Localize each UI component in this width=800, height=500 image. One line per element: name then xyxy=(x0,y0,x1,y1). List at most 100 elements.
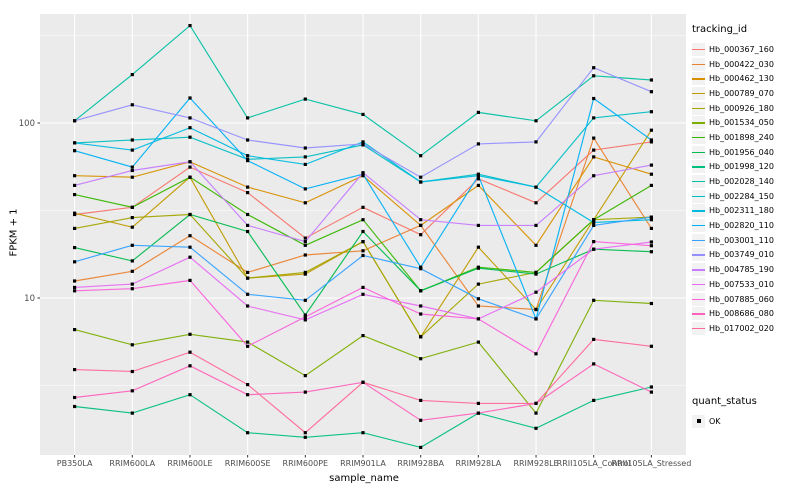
data-point xyxy=(303,272,307,276)
data-point xyxy=(246,304,250,308)
legend-key-swatch xyxy=(692,263,705,277)
data-point xyxy=(649,244,653,248)
legend-key-swatch xyxy=(692,57,705,71)
data-point xyxy=(188,24,192,28)
data-point xyxy=(303,253,307,257)
data-point xyxy=(303,390,307,394)
legend-line-icon xyxy=(692,48,705,51)
legend-key-swatch xyxy=(692,130,705,144)
x-tick-label: RRIM600LE xyxy=(167,459,212,468)
data-point xyxy=(534,270,538,274)
data-point xyxy=(188,116,192,120)
data-point xyxy=(188,135,192,139)
data-point xyxy=(649,390,653,394)
data-point xyxy=(73,368,77,372)
data-point xyxy=(246,431,250,435)
data-point xyxy=(419,304,423,308)
legend-item: Hb_001956_040 xyxy=(692,145,798,160)
legend-key-swatch xyxy=(692,321,705,335)
legend-item: Hb_000789_070 xyxy=(692,86,798,101)
data-point xyxy=(649,240,653,244)
legend-item-label: Hb_007533_010 xyxy=(709,279,774,289)
legend-key-swatch xyxy=(692,277,705,291)
data-point xyxy=(188,96,192,100)
legend-key-swatch xyxy=(692,248,705,262)
data-point xyxy=(534,401,538,405)
legend-item-label: OK xyxy=(709,416,721,426)
legend-item: Hb_000462_130 xyxy=(692,71,798,86)
data-point xyxy=(476,245,480,249)
data-point xyxy=(73,404,77,409)
legend-item-label: Hb_001534_050 xyxy=(709,118,774,128)
legend-quant-status: quant_status OK xyxy=(692,396,798,429)
data-point xyxy=(188,350,192,354)
data-point xyxy=(188,278,192,282)
data-point xyxy=(534,317,538,321)
data-point xyxy=(649,215,653,219)
data-point xyxy=(303,240,307,244)
legend-item-label: Hb_000367_160 xyxy=(709,44,774,54)
legend-item-label: Hb_000789_070 xyxy=(709,88,774,98)
data-point xyxy=(303,318,307,322)
legend-line-icon xyxy=(692,254,705,256)
data-point xyxy=(188,255,192,259)
legend-item: Hb_000367_160 xyxy=(692,42,798,57)
data-point xyxy=(303,243,307,247)
data-point xyxy=(130,259,134,263)
data-point xyxy=(592,240,596,244)
legend-item: Hb_003749_010 xyxy=(692,248,798,263)
data-point xyxy=(130,103,134,107)
legend-line-icon xyxy=(692,166,705,168)
data-point xyxy=(649,110,653,114)
data-point xyxy=(246,276,250,280)
data-point xyxy=(73,395,77,400)
data-point xyxy=(476,411,480,415)
legend-item: Hb_008686_080 xyxy=(692,306,798,321)
data-point xyxy=(592,155,596,159)
legend-item-label: Hb_007885_060 xyxy=(709,294,774,304)
data-point xyxy=(73,289,77,293)
legend-line-icon xyxy=(692,78,705,80)
legend-line-icon xyxy=(692,313,705,315)
data-point xyxy=(73,193,77,197)
x-tick-label: RRIM600SE xyxy=(225,459,271,468)
x-tick-label: RRII105LA_Stressed xyxy=(611,459,691,468)
data-point xyxy=(361,240,365,244)
data-point xyxy=(534,140,538,144)
legend-item-label: Hb_001898_240 xyxy=(709,132,774,142)
data-point xyxy=(246,212,250,217)
legend-key-swatch xyxy=(692,219,705,233)
data-point xyxy=(476,142,480,146)
data-point xyxy=(130,369,134,374)
legend-item-quant: OK xyxy=(692,414,798,429)
data-point xyxy=(649,183,653,187)
x-tick-label: RRIM901LA xyxy=(340,459,386,468)
data-point xyxy=(419,180,423,184)
data-point xyxy=(130,389,134,393)
data-point xyxy=(246,138,250,142)
data-point xyxy=(188,393,192,397)
data-point xyxy=(246,154,250,158)
data-point xyxy=(246,159,250,163)
data-point xyxy=(73,226,77,230)
data-point xyxy=(246,191,250,195)
legend-line-icon xyxy=(692,136,705,139)
legend-item: Hb_001898_240 xyxy=(692,130,798,145)
data-point xyxy=(534,307,538,312)
data-point xyxy=(476,174,480,178)
legend-item: Hb_000422_030 xyxy=(692,57,798,72)
legend-line-icon xyxy=(692,225,705,227)
data-point xyxy=(476,282,480,286)
data-point xyxy=(73,260,77,264)
data-point xyxy=(361,285,365,289)
legend-key-swatch xyxy=(692,42,705,56)
data-point xyxy=(303,313,307,317)
data-point xyxy=(592,96,596,101)
data-point xyxy=(534,201,538,205)
x-tick-label: RRIM928LA xyxy=(455,459,501,468)
data-point xyxy=(419,335,423,339)
data-point xyxy=(649,218,653,222)
data-point xyxy=(592,298,596,302)
